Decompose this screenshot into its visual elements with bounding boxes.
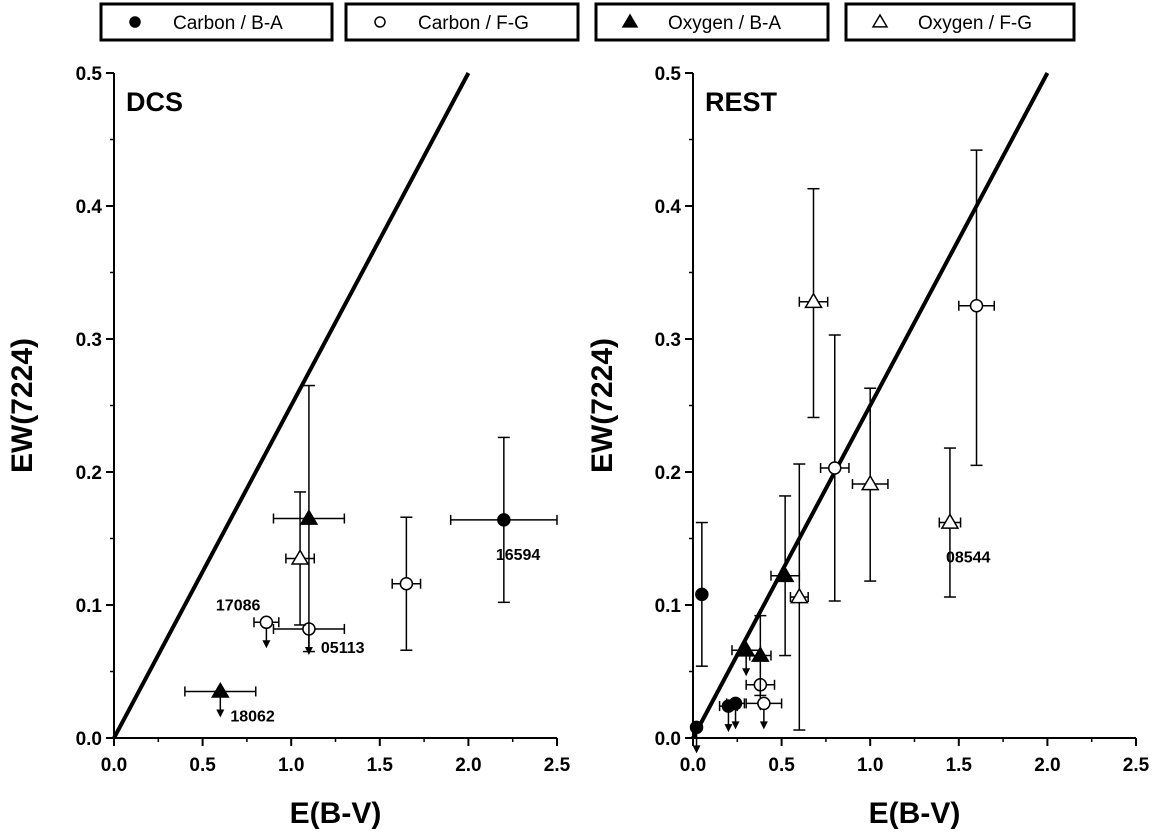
data-point-carbon-f-g: 17086 [216, 597, 280, 649]
x-tick-label: 0.5 [768, 755, 795, 776]
legend-marker [621, 13, 639, 28]
data-marker [940, 513, 960, 529]
y-tick-label: 0.4 [655, 197, 682, 218]
upper-limit-arrowhead [692, 745, 701, 754]
data-point-oxygen-b-a: 18062 [184, 681, 275, 725]
data-marker [860, 474, 880, 491]
data-point-carbon-b-a [725, 696, 746, 730]
data-point-oxygen-b-a [272, 384, 346, 653]
data-point-carbon-b-a [695, 521, 709, 667]
x-tick-label: 2.0 [1034, 755, 1060, 776]
legend-label: Carbon / B-A [173, 13, 283, 34]
legend: Carbon / B-A Carbon / F-G Oxygen / B-A Oxyg… [99, 2, 1076, 42]
data-marker [969, 299, 984, 313]
x-tick-label: 2.5 [1123, 755, 1150, 776]
data-point-oxygen-b-a [770, 495, 801, 657]
x-tick-label: 2.5 [544, 755, 571, 776]
data-marker [757, 696, 771, 711]
reference-line [112, 72, 471, 739]
x-tick-label: 0.0 [101, 755, 127, 776]
y-axis-title: EW(7224) [6, 338, 39, 473]
panel-rest: 0.0 0.5 1.0 1.5 2.0 2.5 0.0 0.1 0.2 0.3 0.4 0.5 E(B-… [586, 64, 1150, 830]
x-tick-label: 1.0 [857, 755, 883, 776]
data-point-carbon-b-a: 16594 [449, 436, 558, 604]
y-tick-label: 0.1 [76, 596, 103, 617]
data-marker [299, 509, 319, 525]
data-marker [399, 576, 414, 591]
data-point-carbon-f-g [391, 516, 422, 651]
x-tick-label: 1.5 [367, 755, 394, 776]
data-point-oxygen-f-g [851, 387, 889, 582]
data-marker [790, 587, 809, 604]
point-annotation: 16594 [496, 547, 541, 564]
x-tick-label: 0.5 [189, 755, 216, 776]
data-point-carbon-f-g [745, 696, 783, 730]
legend-marker [374, 16, 386, 28]
legend-marker [129, 16, 141, 28]
data-marker [695, 587, 709, 602]
data-point-oxygen-f-g: 08544 [938, 447, 991, 598]
y-tick-label: 0.0 [655, 729, 681, 750]
upper-limit-arrowhead [724, 724, 733, 733]
panel-label: REST [705, 87, 778, 117]
upper-limit-arrowhead [759, 721, 768, 730]
x-tick-label: 1.5 [946, 755, 973, 776]
legend-entry-oxygen-b-a: Oxygen / B-A [594, 2, 830, 42]
y-tick-label: 0.3 [655, 330, 681, 351]
data-point-carbon-f-g: 05113 [272, 622, 365, 657]
y-tick-label: 0.0 [76, 729, 102, 750]
data-marker [728, 696, 743, 711]
point-annotation: 08544 [946, 550, 991, 567]
legend-label: Oxygen / B-A [668, 13, 781, 34]
legend-entry-carbon-b-a: Carbon / B-A [99, 2, 334, 42]
data-point-carbon-f-g [958, 149, 995, 467]
x-tick-label: 0.0 [680, 755, 706, 776]
point-annotation: 17086 [216, 597, 261, 614]
legend-label: Oxygen / F-G [918, 13, 1032, 34]
data-point-carbon-b-a [689, 720, 704, 754]
data-point-carbon-f-g [819, 334, 850, 602]
x-axis-title: E(B-V) [869, 797, 961, 830]
data-marker [828, 461, 842, 475]
legend-label: Carbon / F-G [418, 13, 529, 34]
y-tick-label: 0.3 [76, 330, 102, 351]
upper-limit-arrowhead [742, 668, 751, 677]
point-annotation: 05113 [321, 640, 365, 657]
upper-limit-arrowhead [216, 709, 225, 718]
y-tick-label: 0.5 [655, 64, 682, 85]
data-marker [804, 292, 823, 309]
data-marker [751, 646, 770, 662]
data-marker [689, 720, 704, 735]
data-marker [497, 513, 511, 527]
upper-limit-arrowhead [731, 721, 740, 730]
x-axis-title: E(B-V) [290, 797, 382, 830]
data-marker [259, 615, 274, 630]
x-tick-label: 1.0 [278, 755, 304, 776]
y-tick-label: 0.4 [76, 197, 103, 218]
y-axis-title: EW(7224) [586, 338, 619, 473]
y-tick-label: 0.1 [655, 596, 682, 617]
panel-label: DCS [126, 87, 183, 117]
upper-limit-arrowhead [262, 640, 271, 649]
x-tick-label: 2.0 [455, 755, 481, 776]
y-tick-label: 0.2 [655, 463, 681, 484]
y-tick-label: 0.5 [76, 64, 103, 85]
panel-dcs: 0.0 0.5 1.0 1.5 2.0 2.5 0.0 0.1 0.2 0.3 0.4 0.5 E(B-… [6, 64, 571, 830]
data-point-oxygen-f-g [789, 463, 809, 731]
data-point-oxygen-b-a [748, 614, 772, 697]
data-marker [211, 681, 230, 698]
y-tick-label: 0.2 [76, 463, 102, 484]
legend-marker [871, 13, 889, 28]
point-annotation: 18062 [230, 708, 275, 725]
legend-entry-oxygen-f-g: Oxygen / F-G [844, 2, 1076, 42]
data-marker [775, 566, 795, 583]
legend-entry-carbon-f-g: Carbon / F-G [344, 2, 580, 42]
data-point-oxygen-f-g [285, 491, 315, 626]
data-marker [290, 548, 310, 565]
data-point-oxygen-f-g [798, 187, 829, 419]
